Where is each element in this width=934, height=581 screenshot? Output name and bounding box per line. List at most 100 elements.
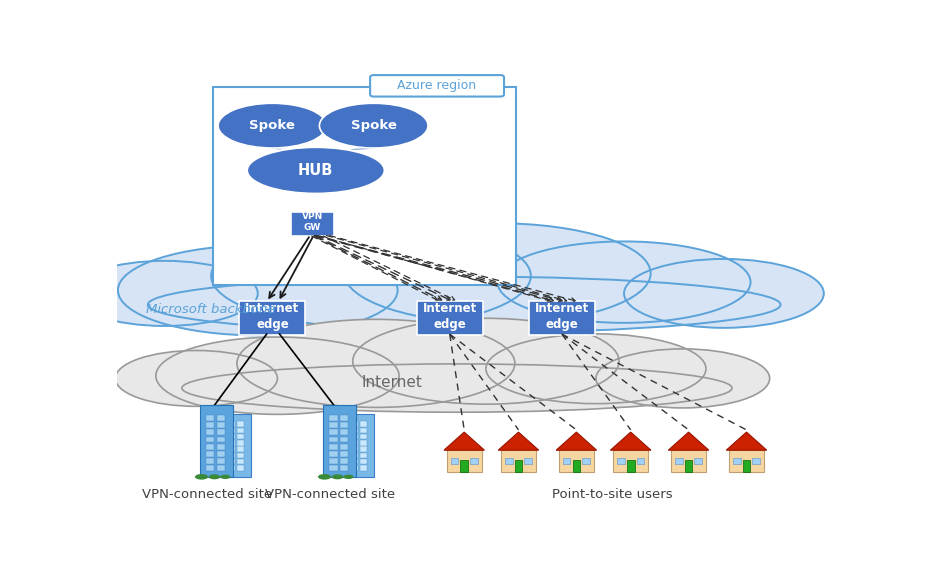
- FancyBboxPatch shape: [217, 429, 225, 435]
- Text: VPN-connected site: VPN-connected site: [265, 489, 395, 501]
- FancyBboxPatch shape: [237, 453, 245, 458]
- Ellipse shape: [115, 350, 277, 406]
- FancyBboxPatch shape: [361, 459, 367, 464]
- FancyBboxPatch shape: [502, 450, 536, 472]
- FancyBboxPatch shape: [217, 458, 225, 464]
- FancyBboxPatch shape: [340, 465, 348, 471]
- Ellipse shape: [195, 474, 208, 480]
- FancyBboxPatch shape: [237, 465, 245, 471]
- FancyBboxPatch shape: [237, 459, 245, 464]
- FancyBboxPatch shape: [743, 460, 750, 472]
- FancyBboxPatch shape: [361, 434, 367, 439]
- Text: Internet: Internet: [361, 375, 422, 390]
- Ellipse shape: [344, 475, 353, 479]
- FancyBboxPatch shape: [753, 458, 760, 464]
- FancyBboxPatch shape: [228, 421, 235, 426]
- FancyBboxPatch shape: [361, 428, 367, 433]
- FancyBboxPatch shape: [417, 300, 483, 335]
- Polygon shape: [669, 432, 709, 450]
- Ellipse shape: [353, 318, 619, 404]
- FancyBboxPatch shape: [627, 460, 634, 472]
- FancyBboxPatch shape: [361, 446, 367, 452]
- FancyBboxPatch shape: [529, 300, 595, 335]
- FancyBboxPatch shape: [351, 453, 359, 458]
- FancyBboxPatch shape: [351, 428, 359, 433]
- FancyBboxPatch shape: [614, 450, 648, 472]
- FancyBboxPatch shape: [217, 437, 225, 443]
- Text: Internet
edge: Internet edge: [535, 302, 589, 331]
- FancyBboxPatch shape: [205, 437, 215, 443]
- Text: Microsoft backbone: Microsoft backbone: [146, 303, 276, 315]
- Ellipse shape: [219, 103, 327, 148]
- FancyBboxPatch shape: [329, 437, 337, 443]
- FancyBboxPatch shape: [290, 213, 333, 236]
- FancyBboxPatch shape: [351, 465, 359, 471]
- FancyBboxPatch shape: [228, 459, 235, 464]
- FancyBboxPatch shape: [361, 465, 367, 471]
- FancyBboxPatch shape: [205, 451, 215, 457]
- FancyBboxPatch shape: [228, 465, 235, 471]
- FancyBboxPatch shape: [323, 406, 356, 477]
- FancyBboxPatch shape: [351, 446, 359, 452]
- FancyBboxPatch shape: [329, 451, 337, 457]
- FancyBboxPatch shape: [205, 444, 215, 450]
- Text: Internet
edge: Internet edge: [246, 302, 300, 331]
- Ellipse shape: [332, 474, 344, 479]
- Polygon shape: [727, 432, 767, 450]
- FancyBboxPatch shape: [340, 458, 348, 464]
- FancyBboxPatch shape: [205, 422, 215, 428]
- FancyBboxPatch shape: [205, 465, 215, 471]
- FancyBboxPatch shape: [361, 453, 367, 458]
- Ellipse shape: [498, 242, 751, 323]
- FancyBboxPatch shape: [228, 440, 235, 446]
- FancyBboxPatch shape: [460, 460, 468, 472]
- FancyBboxPatch shape: [351, 434, 359, 439]
- FancyBboxPatch shape: [213, 87, 517, 285]
- Text: HUB: HUB: [298, 163, 333, 178]
- FancyBboxPatch shape: [217, 422, 225, 428]
- Text: Azure region: Azure region: [398, 80, 476, 92]
- Ellipse shape: [596, 349, 770, 408]
- Ellipse shape: [220, 475, 231, 479]
- Ellipse shape: [318, 474, 331, 480]
- FancyBboxPatch shape: [237, 440, 245, 446]
- FancyBboxPatch shape: [340, 429, 348, 435]
- Ellipse shape: [156, 337, 399, 414]
- FancyBboxPatch shape: [329, 422, 337, 428]
- FancyBboxPatch shape: [524, 458, 532, 464]
- Ellipse shape: [486, 334, 706, 404]
- Polygon shape: [611, 432, 651, 450]
- FancyBboxPatch shape: [582, 458, 590, 464]
- FancyBboxPatch shape: [237, 421, 245, 426]
- FancyBboxPatch shape: [672, 450, 706, 472]
- FancyBboxPatch shape: [329, 465, 337, 471]
- FancyBboxPatch shape: [223, 414, 250, 477]
- FancyBboxPatch shape: [228, 446, 235, 452]
- FancyBboxPatch shape: [228, 428, 235, 433]
- FancyBboxPatch shape: [340, 422, 348, 428]
- FancyBboxPatch shape: [361, 421, 367, 426]
- FancyBboxPatch shape: [205, 415, 215, 421]
- Ellipse shape: [211, 224, 531, 327]
- FancyBboxPatch shape: [228, 434, 235, 439]
- FancyBboxPatch shape: [228, 453, 235, 458]
- FancyBboxPatch shape: [450, 458, 459, 464]
- FancyBboxPatch shape: [351, 459, 359, 464]
- Ellipse shape: [237, 320, 515, 407]
- FancyBboxPatch shape: [573, 460, 580, 472]
- FancyBboxPatch shape: [205, 458, 215, 464]
- Ellipse shape: [208, 474, 220, 479]
- FancyBboxPatch shape: [729, 450, 764, 472]
- FancyBboxPatch shape: [237, 434, 245, 439]
- FancyBboxPatch shape: [340, 415, 348, 421]
- FancyBboxPatch shape: [217, 444, 225, 450]
- Ellipse shape: [345, 223, 651, 324]
- FancyBboxPatch shape: [237, 428, 245, 433]
- FancyBboxPatch shape: [515, 460, 522, 472]
- FancyBboxPatch shape: [470, 458, 478, 464]
- FancyBboxPatch shape: [340, 451, 348, 457]
- FancyBboxPatch shape: [505, 458, 513, 464]
- FancyBboxPatch shape: [200, 406, 233, 477]
- FancyBboxPatch shape: [239, 300, 305, 335]
- FancyBboxPatch shape: [347, 414, 374, 477]
